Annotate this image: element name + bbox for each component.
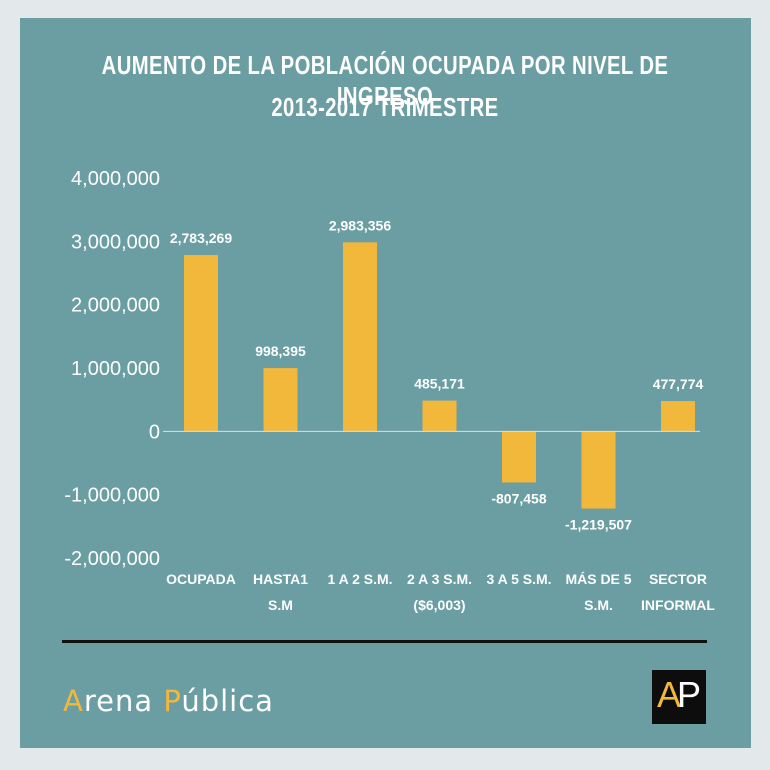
brand-wordmark: Arena Pública [63,684,274,718]
bar [343,242,377,432]
y-tick-label: 0 [149,421,160,443]
y-tick-label: 1,000,000 [71,358,160,380]
logo-letter-a: A [657,674,682,715]
category-label: S.M. [584,597,613,613]
data-label: 2,983,356 [329,217,391,233]
bar [184,255,218,432]
y-tick-label: 3,000,000 [71,231,160,253]
y-tick-label: -1,000,000 [64,485,160,507]
data-label: 477,774 [653,376,704,392]
logo-letter-p: P [677,674,702,715]
category-label: HASTA1 [253,571,308,587]
category-label: 3 A 5 S.M. [486,571,551,587]
category-label: INFORMAL [641,597,715,613]
category-label: SECTOR [649,571,707,587]
bar [502,431,536,483]
category-label: S.M [268,597,293,613]
divider-line [62,640,707,643]
chart-title-line2: 2013-2017 TRIMESTRE [271,92,499,122]
category-label: 1 A 2 S.M. [327,571,392,587]
y-tick-label: 2,000,000 [71,295,160,317]
category-label: MÁS DE 5 [565,571,631,587]
brand-text-part2: ública [181,684,274,718]
data-label: 2,783,269 [170,230,232,246]
brand-text-part1: rena [83,684,164,718]
data-label: 485,171 [414,376,465,392]
bar [661,401,695,432]
data-label: 998,395 [255,343,306,359]
data-label: -807,458 [491,490,546,506]
y-tick-label: 4,000,000 [71,168,160,190]
ap-logo-icon: A P [652,670,706,724]
brand-letter-p: P [163,684,182,718]
bar [581,431,616,509]
chart-title-line1: AUMENTO DE LA POBLACIÓN OCUPADA POR NIVE… [101,50,669,111]
y-tick-label: -2,000,000 [64,548,160,570]
data-label: -1,219,507 [565,517,632,533]
brand-letter-a: A [63,684,84,718]
chart-panel [20,18,751,748]
category-label: OCUPADA [166,571,236,587]
category-label: ($6,003) [413,597,465,613]
bar [422,400,457,432]
category-label: 2 A 3 S.M. [407,571,472,587]
bar [263,368,298,432]
